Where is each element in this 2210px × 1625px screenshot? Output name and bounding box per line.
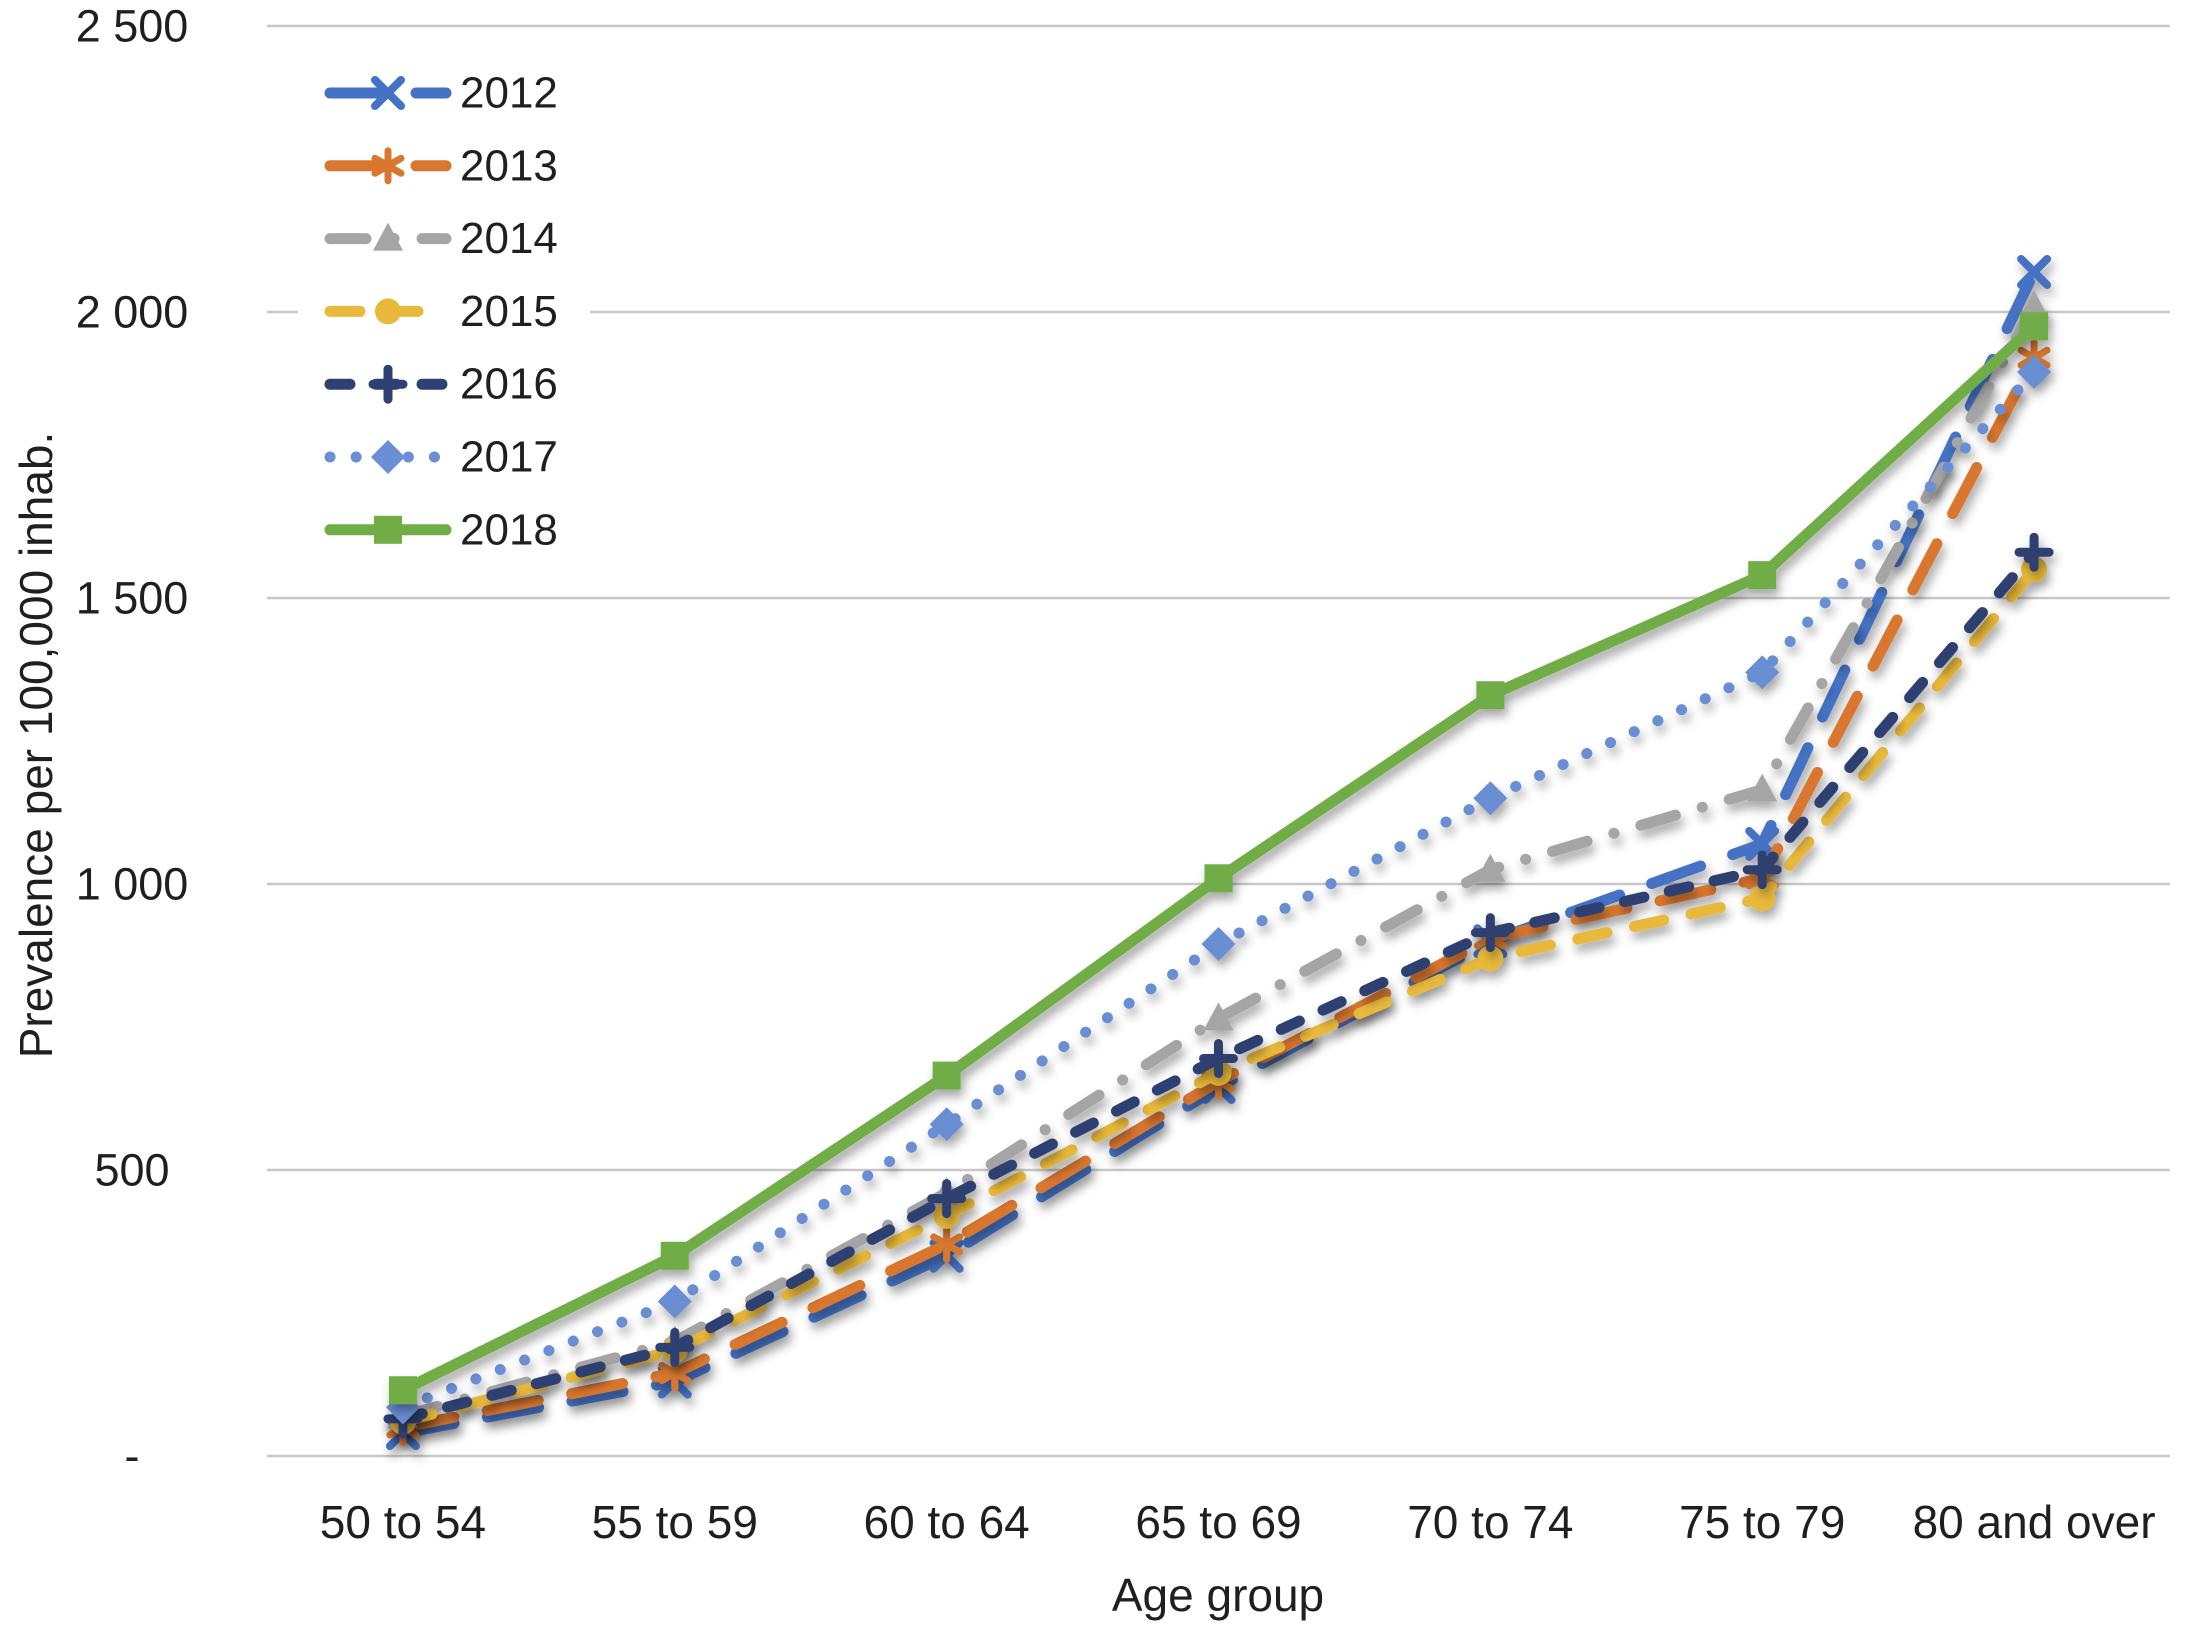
- legend-label-2015: 2015: [460, 287, 558, 336]
- series-2018: [388, 312, 2049, 1405]
- square-marker-icon: [1204, 864, 1233, 893]
- plus-marker-icon: [1199, 1038, 1238, 1078]
- x-category-label: 75 to 79: [1679, 1496, 1845, 1548]
- triangle-marker-icon: [1475, 853, 1506, 882]
- legend-item-2014: 2014: [324, 214, 558, 263]
- plus-marker-icon: [368, 364, 408, 404]
- square-marker-icon: [932, 1061, 961, 1090]
- x-marker-icon: [371, 76, 405, 110]
- diamond-marker-icon: [1201, 927, 1236, 962]
- legend-item-2017: 2017: [324, 433, 558, 482]
- x-category-label: 55 to 59: [592, 1496, 758, 1548]
- square-marker-icon: [374, 515, 402, 544]
- square-marker-icon: [388, 1376, 417, 1405]
- y-tick-label-1000: 1 000: [76, 859, 189, 910]
- asterisk-marker-icon: [371, 147, 405, 185]
- x-axis-title: Age group: [1111, 1569, 1325, 1621]
- legend-item-2016: 2016: [324, 360, 558, 409]
- legend-label-2013: 2013: [460, 141, 558, 190]
- square-marker-icon: [1476, 681, 1505, 710]
- x-category-label: 70 to 74: [1407, 1496, 1573, 1548]
- plus-marker-icon: [927, 1179, 967, 1219]
- legend-item-2018: 2018: [324, 505, 558, 554]
- plus-marker-icon: [1742, 850, 1782, 890]
- square-marker-icon: [660, 1241, 689, 1270]
- series-2017: [385, 355, 2052, 1425]
- square-marker-icon: [1748, 561, 1777, 590]
- series-2016: [383, 532, 2054, 1439]
- circle-marker-icon: [1749, 885, 1776, 912]
- plus-marker-icon: [1470, 913, 1510, 953]
- x-category-label: 50 to 54: [320, 1496, 486, 1548]
- x-marker-icon: [2017, 254, 2052, 289]
- diamond-marker-icon: [371, 440, 405, 474]
- triangle-marker-icon: [1203, 1002, 1234, 1031]
- y-tick-label-2000: 2 000: [76, 287, 189, 338]
- legend-item-2012: 2012: [324, 69, 558, 118]
- legend-label-2012: 2012: [460, 69, 558, 118]
- asterisk-marker-icon: [930, 1225, 964, 1263]
- diamond-marker-icon: [1745, 655, 1780, 690]
- x-axis-category-labels: 50 to 54 55 to 59 60 to 64 65 to 69 70 to 74…: [320, 1496, 2156, 1548]
- legend-label-2017: 2017: [460, 433, 558, 482]
- x-category-label: 80 and over: [1913, 1496, 2156, 1548]
- plus-marker-icon: [655, 1327, 695, 1367]
- legend-label-2014: 2014: [460, 214, 558, 263]
- series-line-2015: [397, 563, 2040, 1428]
- y-axis-title: Prevalence per 100,000 inhab.: [10, 431, 62, 1059]
- diamond-marker-icon: [929, 1107, 964, 1142]
- circle-marker-icon: [375, 298, 401, 325]
- legend-item-2013: 2013: [324, 141, 558, 190]
- y-tick-label-500: 500: [94, 1145, 169, 1196]
- triangle-marker-icon: [373, 222, 403, 251]
- triangle-marker-icon: [2019, 290, 2050, 319]
- legend-label-2018: 2018: [460, 505, 558, 554]
- diamond-marker-icon: [1473, 781, 1508, 816]
- y-tick-label-0: -: [125, 1431, 140, 1482]
- series-line-2012: [397, 266, 2040, 1439]
- diamond-marker-icon: [657, 1284, 692, 1319]
- legend-label-2016: 2016: [460, 360, 558, 409]
- plus-marker-icon: [2014, 532, 2054, 572]
- square-marker-icon: [2020, 312, 2049, 341]
- triangle-marker-icon: [1747, 773, 1778, 802]
- legend: 2012 2013 2014 2015 2016 2017 2018: [298, 56, 590, 568]
- diamond-marker-icon: [2017, 355, 2052, 390]
- series-2015: [389, 556, 2048, 1435]
- y-axis-tick-labels: - 500 1 000 1 500 2 000 2 500: [76, 1, 189, 1482]
- x-category-label: 65 to 69: [1135, 1496, 1301, 1548]
- circle-marker-icon: [1477, 945, 1504, 972]
- y-tick-label-1500: 1 500: [76, 573, 189, 624]
- series-line-2016: [397, 546, 2040, 1425]
- x-category-label: 60 to 64: [864, 1496, 1030, 1548]
- y-tick-label-2500: 2 500: [76, 1, 189, 52]
- legend-item-2015: 2015: [324, 287, 558, 336]
